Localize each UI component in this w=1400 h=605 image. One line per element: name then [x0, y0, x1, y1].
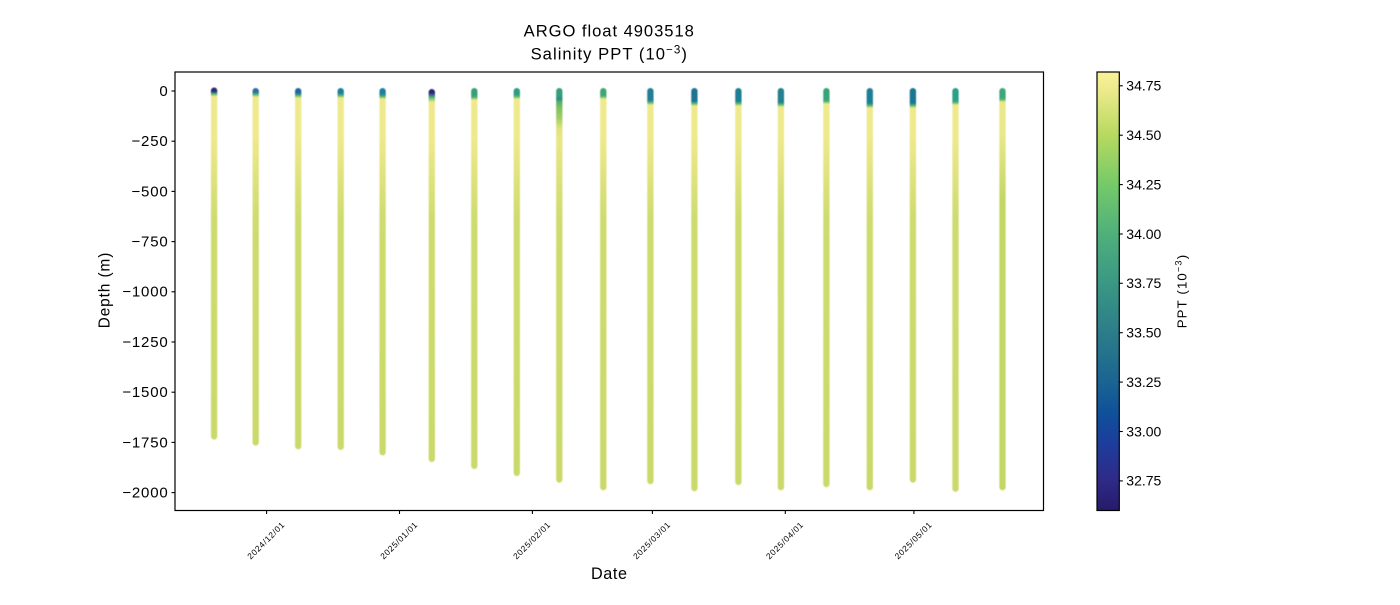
svg-text:−1500: −1500	[122, 384, 168, 401]
svg-text:−500: −500	[132, 183, 169, 200]
svg-text:0: 0	[159, 83, 168, 100]
svg-text:−1750: −1750	[122, 434, 168, 451]
svg-text:Salinity PPT (10−3): Salinity PPT (10−3)	[531, 43, 688, 63]
svg-text:−750: −750	[132, 234, 169, 251]
svg-text:PPT (10−3): PPT (10−3)	[1174, 254, 1190, 329]
svg-text:34.50: 34.50	[1126, 127, 1161, 143]
svg-text:Date: Date	[591, 565, 628, 583]
svg-text:−1250: −1250	[122, 334, 168, 351]
svg-text:33.25: 33.25	[1126, 374, 1161, 390]
svg-text:Depth (m): Depth (m)	[97, 252, 114, 329]
svg-text:33.75: 33.75	[1126, 275, 1161, 291]
svg-text:33.00: 33.00	[1126, 423, 1161, 439]
svg-text:33.50: 33.50	[1126, 325, 1161, 341]
svg-text:32.75: 32.75	[1126, 473, 1161, 489]
svg-text:−1000: −1000	[122, 284, 168, 301]
svg-text:−2000: −2000	[122, 485, 168, 502]
svg-text:34.75: 34.75	[1126, 78, 1161, 94]
svg-text:ARGO float 4903518: ARGO float 4903518	[524, 22, 695, 41]
svg-text:34.00: 34.00	[1126, 226, 1161, 242]
svg-text:−250: −250	[132, 133, 169, 150]
svg-text:34.25: 34.25	[1126, 176, 1161, 192]
